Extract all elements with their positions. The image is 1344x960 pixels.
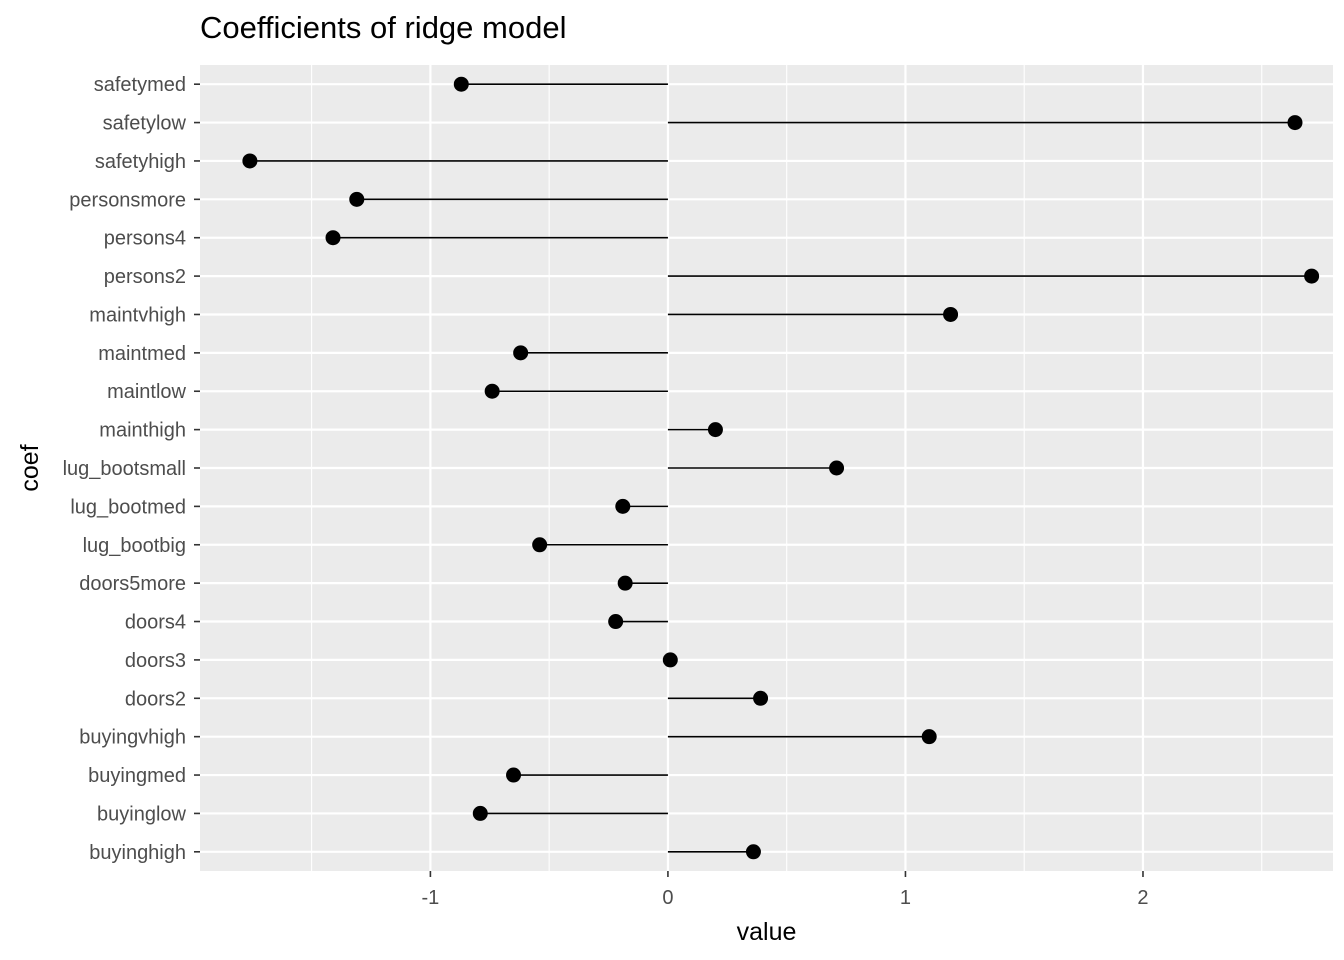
- lollipop-point: [484, 383, 500, 399]
- x-tick-label: -1: [422, 887, 440, 909]
- y-tick-label: buyingvhigh: [79, 727, 186, 749]
- y-tick-label: mainthigh: [99, 420, 186, 442]
- y-tick-label: lug_bootsmall: [63, 458, 186, 480]
- y-tick-label: maintlow: [107, 381, 186, 403]
- lollipop-point: [943, 306, 959, 322]
- y-tick-label: doors4: [125, 612, 186, 634]
- y-tick-label: safetyhigh: [95, 151, 186, 173]
- lollipop-point: [745, 844, 761, 860]
- lollipop-point: [472, 805, 488, 821]
- lollipop-point: [513, 345, 529, 361]
- x-axis-title: value: [737, 918, 797, 946]
- chart-title: Coefficients of ridge model: [200, 10, 567, 45]
- y-tick-label: lug_bootbig: [83, 535, 186, 557]
- y-tick-label: doors5more: [79, 573, 186, 595]
- lollipop-point: [753, 690, 769, 706]
- lollipop-point: [349, 191, 365, 207]
- lollipop-point: [608, 614, 624, 630]
- lollipop-point: [1304, 268, 1320, 284]
- y-tick-label: persons2: [104, 266, 186, 288]
- lollipop-point: [829, 460, 845, 476]
- x-tick-label: 0: [662, 887, 673, 909]
- lollipop-point: [325, 230, 341, 246]
- lollipop-point: [921, 729, 937, 745]
- y-tick-label: personsmore: [69, 189, 186, 211]
- lollipop-point: [707, 422, 723, 438]
- y-tick-label: buyinghigh: [89, 842, 186, 864]
- lollipop-points: [242, 76, 1320, 860]
- x-tick-label: 1: [900, 887, 911, 909]
- y-tick-label: buyingmed: [88, 765, 186, 787]
- y-tick-label: persons4: [104, 228, 186, 250]
- x-axis: -1 0 1 2: [422, 871, 1149, 909]
- y-axis-title: coef: [16, 444, 44, 491]
- lollipop-point: [532, 537, 548, 553]
- y-tick-label: doors2: [125, 688, 186, 710]
- lollipop-point: [662, 652, 678, 668]
- y-axis: buyinghigh buyinglow buyingmed buyingvhigh d…: [63, 74, 200, 864]
- lollipop-segments: [249, 83, 1312, 853]
- y-tick-label: safetymed: [94, 74, 186, 96]
- y-tick-label: maintvhigh: [89, 304, 186, 326]
- y-tick-label: safetylow: [103, 113, 187, 135]
- lollipop-point: [617, 575, 633, 591]
- lollipop-point: [242, 153, 258, 169]
- y-tick-label: maintmed: [98, 343, 186, 365]
- y-tick-label: lug_bootmed: [70, 496, 186, 518]
- lollipop-point: [506, 767, 522, 783]
- lollipop-point: [453, 76, 469, 92]
- lollipop-point: [615, 498, 631, 514]
- y-tick-label: doors3: [125, 650, 186, 672]
- x-tick-label: 2: [1137, 887, 1148, 909]
- y-tick-label: buyinglow: [97, 803, 187, 825]
- lollipop-point: [1287, 115, 1303, 131]
